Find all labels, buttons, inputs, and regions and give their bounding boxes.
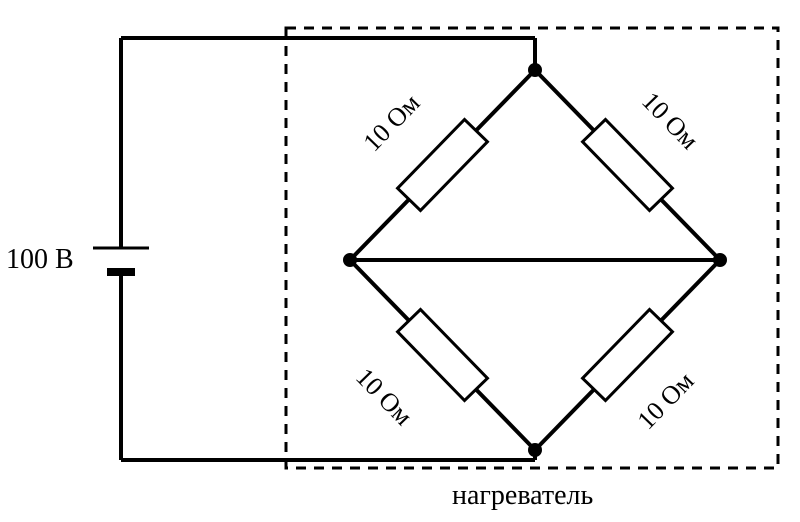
- branch-bottom-left: [350, 260, 535, 450]
- branch-top-right: [535, 70, 720, 260]
- branch-top-left: [350, 70, 535, 260]
- node-bottom: [528, 443, 542, 457]
- branch-bottom-right: [535, 260, 720, 450]
- node-right: [713, 253, 727, 267]
- node-top: [528, 63, 542, 77]
- circuit-svg: [0, 0, 800, 522]
- voltage-label: 100 В: [6, 244, 74, 276]
- node-left: [343, 253, 357, 267]
- heater-label: нагреватель: [452, 480, 593, 512]
